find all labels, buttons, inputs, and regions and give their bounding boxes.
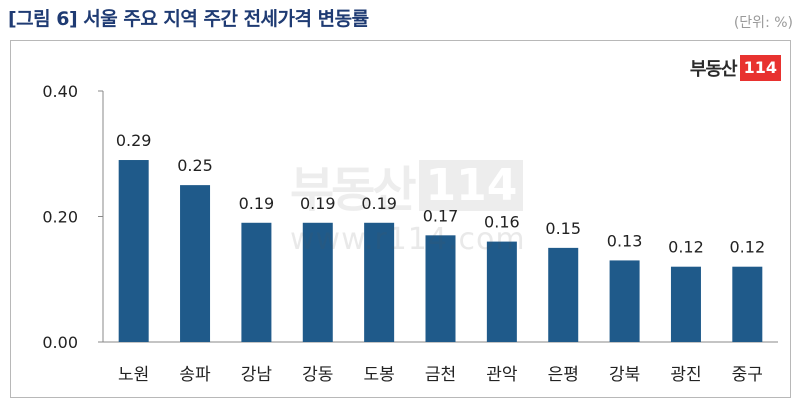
logo-badge: 114 <box>739 55 781 81</box>
bar-value-label: 0.17 <box>423 206 459 225</box>
y-tick-label: 0.20 <box>42 208 78 227</box>
category-label: 강남 <box>241 365 273 385</box>
bar-value-label: 0.19 <box>239 194 275 213</box>
bar-value-label: 0.25 <box>177 156 213 175</box>
bar-value-label: 0.15 <box>545 219 581 238</box>
chart-title: [그림 6] 서울 주요 지역 주간 전세가격 변동률 <box>8 8 369 30</box>
brand-logo: 부동산 114 <box>690 54 781 82</box>
category-label: 강북 <box>609 365 640 385</box>
category-label: 은평 <box>548 365 579 385</box>
bar-value-label: 0.12 <box>668 238 704 257</box>
category-label: 송파 <box>179 365 211 385</box>
category-label: 중구 <box>732 365 763 385</box>
bar <box>425 235 456 342</box>
bar-value-label: 0.16 <box>484 213 520 232</box>
bar <box>364 222 395 342</box>
bar <box>670 266 701 342</box>
bar <box>548 247 579 342</box>
bar-value-label: 0.19 <box>361 194 397 213</box>
bar <box>609 260 640 342</box>
unit-label: (단위: %) <box>733 15 793 31</box>
bar-value-label: 0.13 <box>607 231 643 250</box>
bar <box>180 185 211 342</box>
bar-value-label: 0.19 <box>300 194 336 213</box>
category-label: 광진 <box>670 365 701 385</box>
y-tick-label: 0.00 <box>42 333 78 352</box>
category-label: 금천 <box>425 365 456 385</box>
category-label: 강동 <box>302 365 333 385</box>
bar <box>241 222 272 342</box>
category-label: 관악 <box>486 365 518 385</box>
bar <box>118 160 149 342</box>
bar <box>732 266 763 342</box>
bar <box>302 222 333 342</box>
category-label: 도봉 <box>363 365 394 385</box>
y-tick-label: 0.40 <box>42 82 78 101</box>
bar <box>486 241 517 342</box>
bar-value-label: 0.29 <box>116 131 152 150</box>
bar-value-label: 0.12 <box>730 238 766 257</box>
category-label: 노원 <box>118 365 149 385</box>
logo-text: 부동산 <box>689 59 738 80</box>
